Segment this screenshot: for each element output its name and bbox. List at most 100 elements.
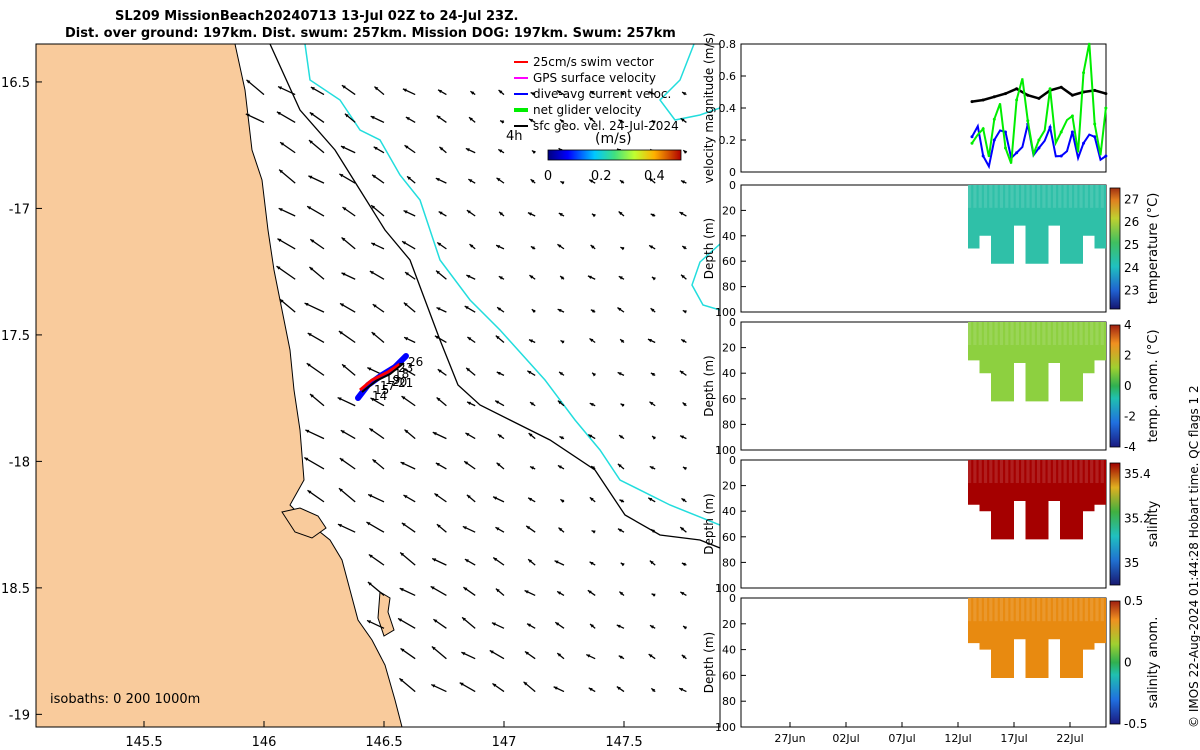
section-streak xyxy=(1052,460,1057,484)
y-tick-label: 0 xyxy=(729,179,736,192)
velocity-vector xyxy=(527,558,536,566)
velocity-vector xyxy=(527,370,536,376)
panel-frame xyxy=(740,43,1107,173)
colorbar-tick-label: 23 xyxy=(1124,284,1139,298)
section-streak xyxy=(999,322,1004,346)
section-streak xyxy=(1063,322,1067,346)
section-streak xyxy=(1021,185,1025,208)
velocity-vector xyxy=(531,308,536,313)
velocity-vector xyxy=(341,236,356,250)
section-streak xyxy=(1063,598,1067,622)
velocity-vector xyxy=(368,427,385,440)
legend-label: 25cm/s swim vector xyxy=(533,55,654,69)
velocity-vector xyxy=(649,465,656,470)
section-streak xyxy=(1052,322,1057,346)
y-tick-label: 60 xyxy=(722,531,736,544)
y-tick-label: 60 xyxy=(722,255,736,268)
velocity-vector xyxy=(402,367,416,376)
velocity-vector xyxy=(618,275,625,280)
section-streak xyxy=(1052,185,1057,208)
section-streak xyxy=(1063,460,1067,484)
velocity-vector xyxy=(619,499,625,503)
y-tick-label: 20 xyxy=(722,204,736,217)
section-streak xyxy=(994,322,998,346)
y-tick-label: 100 xyxy=(715,444,736,457)
velocity-vector xyxy=(648,91,656,96)
section-streak xyxy=(1015,185,1019,208)
section-data xyxy=(968,185,1106,264)
velocity-vector xyxy=(470,90,476,96)
section-streak xyxy=(1058,185,1062,208)
section-streak xyxy=(1090,322,1094,346)
velocity-vector xyxy=(373,146,385,154)
velocity-vector xyxy=(466,401,476,407)
chart-title: SL209 MissionBeach20240713 13-Jul 02Z to… xyxy=(115,9,519,24)
velocity-vector xyxy=(309,111,325,123)
velocity-vector xyxy=(406,175,416,184)
section-streak xyxy=(989,598,993,622)
velocity-vector xyxy=(430,585,447,597)
velocity-vector xyxy=(372,458,385,470)
colorbar-tick-label: 26 xyxy=(1124,215,1139,229)
velocity-vector xyxy=(403,494,416,503)
copyright-note: © IMOS 22-Aug-2024 01:44:28 Hobart time.… xyxy=(1187,385,1200,728)
velocity-vector xyxy=(400,461,416,470)
velocity-vector xyxy=(681,562,687,567)
section-streak xyxy=(1010,460,1014,484)
section-streak xyxy=(1026,185,1030,208)
velocity-vector xyxy=(309,393,325,407)
y-tick-label: 100 xyxy=(715,306,736,319)
section-streak xyxy=(983,185,988,208)
time-tick-label: 07Jul xyxy=(888,732,915,745)
velocity-vector xyxy=(494,400,505,407)
velocity-vector xyxy=(560,180,565,185)
colorbar-tick-label: 25 xyxy=(1124,238,1139,252)
section-streak xyxy=(1074,460,1078,484)
velocity-vector xyxy=(617,463,625,470)
velocity-vector xyxy=(620,562,625,567)
velocity-vector xyxy=(529,465,536,470)
series-point xyxy=(992,95,996,99)
track-day-label: 17 xyxy=(380,379,395,393)
velocity-vector xyxy=(620,403,625,408)
velocity-vector xyxy=(432,431,447,440)
series-point xyxy=(1093,135,1097,139)
velocity-vector xyxy=(308,139,325,154)
section-streak xyxy=(968,185,972,208)
velocity-vector xyxy=(560,339,565,344)
series-point xyxy=(1104,106,1108,110)
velocity-vector xyxy=(588,179,596,184)
velocity-vector xyxy=(496,177,505,184)
velocity-vector xyxy=(344,113,356,123)
velocity-vector xyxy=(680,338,687,344)
section-streak xyxy=(1068,460,1073,484)
velocity-vector xyxy=(339,302,356,313)
legend-label: sfc geo. vel. 24-Jul-2024 xyxy=(533,119,679,133)
depth-section-panel: 0 20 40 60 80 100 Depth (m) 27 26 25 24 23 temperatu… xyxy=(702,179,1161,319)
velocity-vector xyxy=(553,686,565,693)
velocity-vector xyxy=(616,686,625,693)
section-streak xyxy=(1042,460,1046,484)
colorbar-tick-label: 4 xyxy=(1124,318,1132,332)
series-point xyxy=(981,127,985,131)
track-day-label: 23 xyxy=(398,361,413,375)
velocity-vector xyxy=(431,645,447,660)
velocity-vector xyxy=(402,88,416,96)
velocity-vector xyxy=(465,147,476,154)
series-point xyxy=(1003,92,1007,96)
velocity-vector xyxy=(435,270,447,280)
velocity-vector xyxy=(466,274,476,280)
velocity-vector xyxy=(404,144,416,154)
track-day-label: 18 xyxy=(394,367,409,381)
velocity-vector xyxy=(587,589,596,596)
velocity-vector xyxy=(590,465,596,470)
velocity-vector xyxy=(467,336,476,344)
velocity-vector xyxy=(340,145,356,154)
velocity-vector xyxy=(556,652,565,660)
velocity-vector xyxy=(651,593,656,597)
colorbar-tick-label: 2 xyxy=(1124,349,1132,363)
section-streak xyxy=(1100,185,1104,208)
series-point xyxy=(1104,154,1108,158)
velocity-vector xyxy=(368,553,385,566)
